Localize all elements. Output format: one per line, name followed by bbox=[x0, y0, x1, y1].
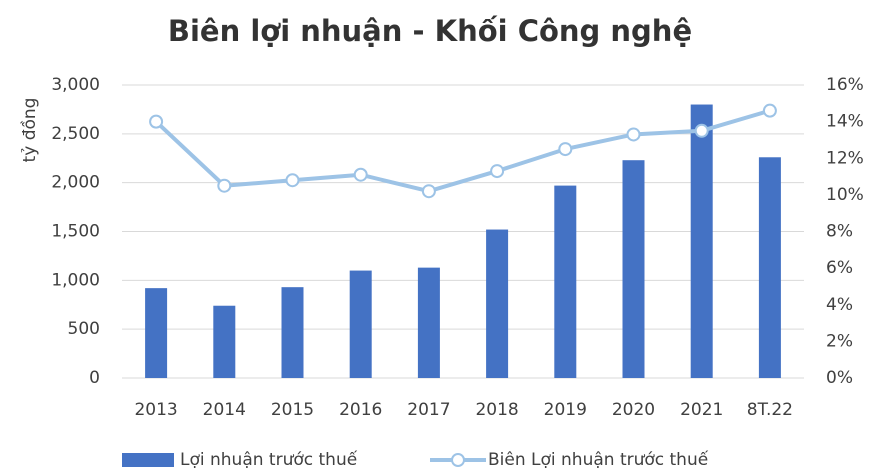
x-tick-label: 2019 bbox=[544, 400, 587, 420]
x-tick-label: 2018 bbox=[475, 400, 518, 420]
x-tick-label: 8T.22 bbox=[747, 400, 793, 420]
line-marker bbox=[217, 178, 232, 193]
bar bbox=[349, 270, 372, 378]
bar bbox=[145, 288, 168, 378]
x-tick-label: 2021 bbox=[680, 400, 723, 420]
bar bbox=[622, 160, 645, 378]
y2-tick-label: 0% bbox=[826, 368, 853, 388]
legend-marker bbox=[451, 453, 465, 467]
line-marker bbox=[694, 123, 709, 138]
legend-label: Lợi nhuận trước thuế bbox=[180, 449, 358, 470]
y2-tick-label: 8% bbox=[826, 222, 853, 242]
line-marker bbox=[149, 114, 164, 129]
x-tick-label: 2013 bbox=[134, 400, 177, 420]
y-axis-label: tỷ đồng bbox=[19, 98, 40, 163]
x-tick-label: 2020 bbox=[612, 400, 655, 420]
line-marker bbox=[353, 167, 368, 182]
bar bbox=[554, 185, 577, 378]
y2-tick-label: 2% bbox=[826, 331, 853, 351]
line-marker bbox=[762, 103, 777, 118]
x-tick-label: 2016 bbox=[339, 400, 382, 420]
legend-label: Biên Lợi nhuận trước thuế bbox=[488, 449, 709, 470]
bar bbox=[281, 287, 304, 378]
bar bbox=[486, 229, 509, 378]
y2-tick-label: 6% bbox=[826, 258, 853, 278]
y-tick-label: 0 bbox=[89, 368, 100, 388]
y-tick-label: 3,000 bbox=[51, 75, 100, 95]
y2-tick-label: 10% bbox=[826, 185, 864, 205]
y-tick-label: 2,500 bbox=[51, 124, 100, 144]
y-tick-label: 1,500 bbox=[51, 222, 100, 242]
bar bbox=[690, 104, 713, 379]
line-marker bbox=[285, 173, 300, 188]
y-tick-label: 1,000 bbox=[51, 270, 100, 290]
y2-tick-label: 16% bbox=[826, 75, 864, 95]
line bbox=[154, 108, 771, 194]
bar bbox=[213, 305, 236, 378]
legend-swatch bbox=[122, 453, 174, 467]
y2-tick-label: 4% bbox=[826, 295, 853, 315]
line-marker bbox=[626, 127, 641, 142]
x-tick-label: 2015 bbox=[271, 400, 314, 420]
line-marker bbox=[421, 184, 436, 199]
bar bbox=[417, 267, 440, 378]
x-tick-label: 2014 bbox=[203, 400, 246, 420]
chart-title: Biên lợi nhuận - Khối Công nghệ bbox=[168, 14, 692, 48]
y2-tick-label: 14% bbox=[826, 112, 864, 132]
bar bbox=[758, 157, 781, 378]
y2-tick-label: 12% bbox=[826, 148, 864, 168]
line-marker bbox=[558, 142, 573, 157]
x-tick-label: 2017 bbox=[407, 400, 450, 420]
line-marker bbox=[490, 164, 505, 179]
y-tick-label: 500 bbox=[68, 319, 100, 339]
y-tick-label: 2,000 bbox=[51, 173, 100, 193]
